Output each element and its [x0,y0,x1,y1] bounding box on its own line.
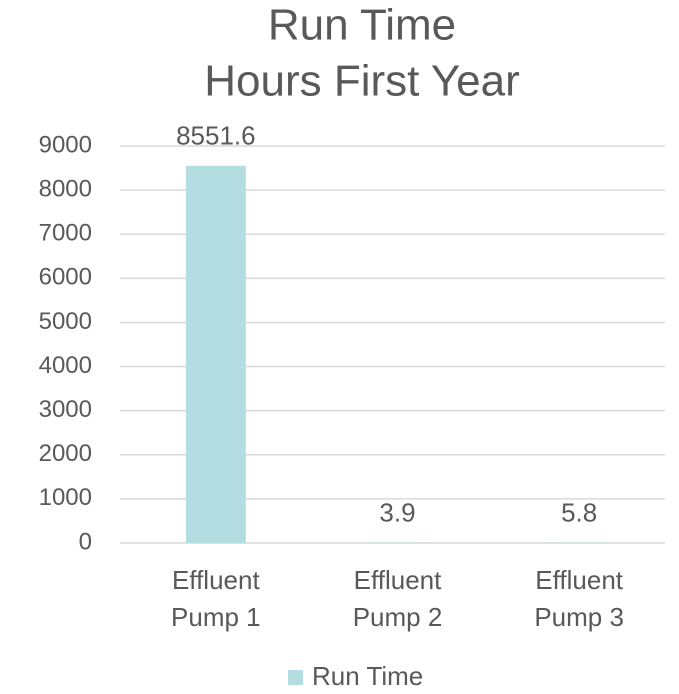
x-tick-label: Effluent Pump 3 [534,565,624,632]
chart-title: Hours First Year [204,57,519,106]
y-tick-label: 5000 [39,308,92,335]
y-tick-label: 1000 [39,484,92,511]
y-tick-label: 7000 [39,220,92,247]
y-tick-label: 6000 [39,264,92,291]
y-tick-label: 9000 [39,131,92,158]
y-tick-label: 8000 [39,175,92,202]
y-tick-label: 3000 [39,396,92,423]
y-tick-label: 4000 [39,352,92,379]
chart-title: Run Time [268,1,456,50]
data-label: 5.8 [561,498,597,528]
x-tick-label: Effluent Pump 2 [352,565,443,632]
legend-swatch [288,670,303,685]
data-label: 3.9 [379,498,415,528]
x-tick-label: Effluent Pump 1 [171,565,261,632]
y-tick-label: 0 [79,528,92,555]
y-tick-label: 2000 [39,440,92,467]
data-label: 8551.6 [176,121,256,151]
legend-label: Run Time [312,661,423,691]
bar [185,165,246,543]
